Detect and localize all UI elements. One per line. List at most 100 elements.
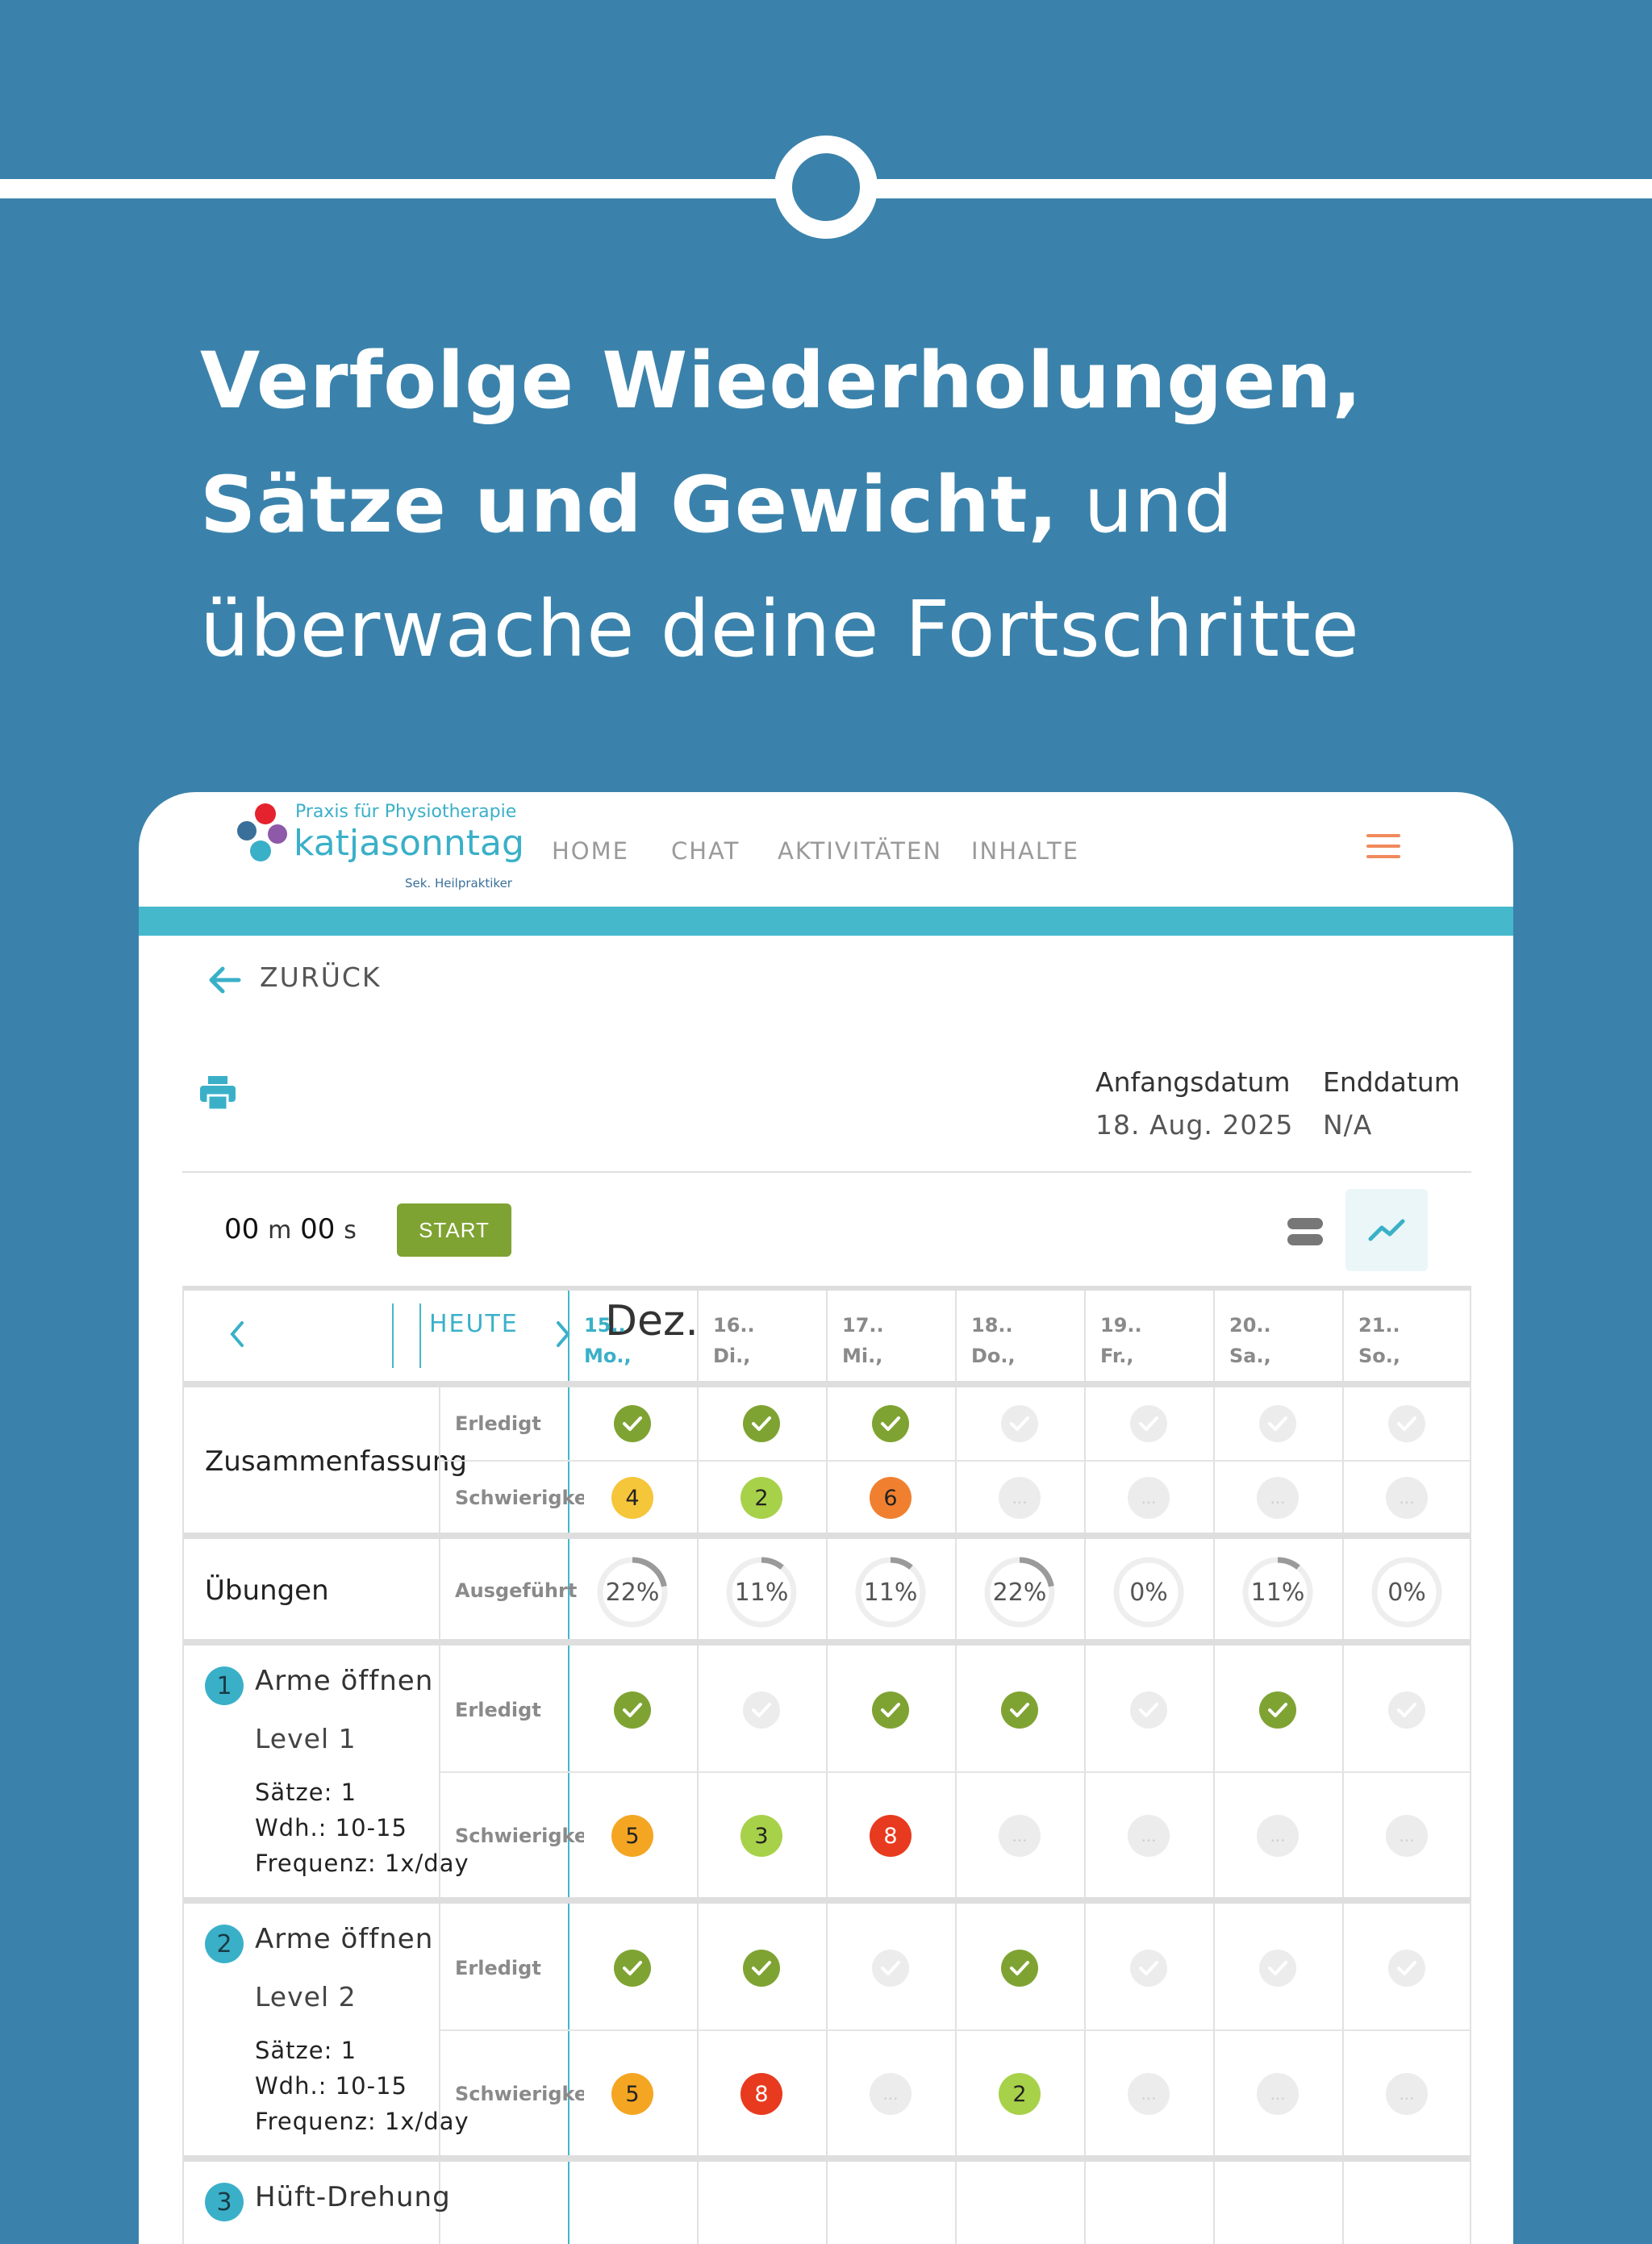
chart-view-button[interactable] <box>1345 1189 1428 1271</box>
difficulty-cell[interactable]: ... <box>1084 1812 1213 1860</box>
difficulty-badge[interactable]: 2 <box>740 1477 782 1519</box>
done-cell[interactable] <box>1084 1399 1213 1448</box>
difficulty-badge[interactable]: 5 <box>611 1815 653 1857</box>
done-cell[interactable] <box>568 1686 697 1734</box>
day-header[interactable]: 18.. Do., <box>971 1314 1016 1367</box>
difficulty-empty[interactable]: ... <box>1386 1815 1428 1857</box>
done-cell[interactable] <box>1342 1686 1471 1734</box>
check-done-icon[interactable] <box>743 1405 780 1442</box>
start-button[interactable]: START <box>397 1203 511 1257</box>
difficulty-cell[interactable]: ... <box>1213 2070 1342 2118</box>
difficulty-empty[interactable]: ... <box>1386 1477 1428 1519</box>
done-cell[interactable] <box>1342 1399 1471 1448</box>
difficulty-badge[interactable]: 5 <box>611 2073 653 2115</box>
nav-activities[interactable]: AKTIVITÄTEN <box>778 837 943 865</box>
check-done-icon[interactable] <box>1001 1950 1038 1987</box>
check-pending-icon[interactable] <box>1388 1405 1425 1442</box>
day-header[interactable]: 19.. Fr., <box>1100 1314 1142 1367</box>
check-pending-icon[interactable] <box>1130 1691 1167 1729</box>
check-pending-icon[interactable] <box>1130 1950 1167 1987</box>
difficulty-empty[interactable]: ... <box>1386 2073 1428 2115</box>
difficulty-cell[interactable]: ... <box>1213 1812 1342 1860</box>
check-done-icon[interactable] <box>614 1691 651 1729</box>
difficulty-badge[interactable]: 3 <box>740 1815 782 1857</box>
done-cell[interactable] <box>697 1686 826 1734</box>
difficulty-badge[interactable]: 6 <box>870 1477 912 1519</box>
check-done-icon[interactable] <box>1001 1691 1038 1729</box>
done-cell[interactable] <box>1084 1944 1213 1992</box>
difficulty-empty[interactable]: ... <box>999 1477 1041 1519</box>
check-done-icon[interactable] <box>614 1405 651 1442</box>
difficulty-cell[interactable]: 3 <box>697 1812 826 1860</box>
check-done-icon[interactable] <box>872 1405 909 1442</box>
done-cell[interactable] <box>568 1944 697 1992</box>
difficulty-cell[interactable]: ... <box>1342 1812 1471 1860</box>
check-pending-icon[interactable] <box>743 1691 780 1729</box>
done-cell[interactable] <box>826 1399 955 1448</box>
difficulty-badge[interactable]: 4 <box>611 1477 653 1519</box>
difficulty-cell[interactable]: 5 <box>568 1812 697 1860</box>
difficulty-badge[interactable]: 2 <box>999 2073 1041 2115</box>
difficulty-cell[interactable]: ... <box>955 1812 1084 1860</box>
arrow-left-icon[interactable] <box>206 960 242 1000</box>
difficulty-empty[interactable]: ... <box>999 1815 1041 1857</box>
print-icon[interactable] <box>198 1076 237 1112</box>
check-pending-icon[interactable] <box>872 1950 909 1987</box>
day-header[interactable]: 17.. Mi., <box>842 1314 884 1367</box>
difficulty-empty[interactable]: ... <box>1257 1477 1299 1519</box>
back-button[interactable]: ZURÜCK <box>260 961 382 993</box>
check-done-icon[interactable] <box>614 1950 651 1987</box>
today-button[interactable]: HEUTE <box>429 1310 519 1338</box>
chevron-right-icon[interactable] <box>553 1320 573 1349</box>
done-cell[interactable] <box>955 1944 1084 1992</box>
done-cell[interactable] <box>826 1686 955 1734</box>
difficulty-cell[interactable]: 6 <box>826 1474 955 1522</box>
difficulty-badge[interactable]: 8 <box>870 1815 912 1857</box>
done-cell[interactable] <box>697 1399 826 1448</box>
brand-name[interactable]: katjasonntag <box>294 823 524 864</box>
done-cell[interactable] <box>697 1944 826 1992</box>
done-cell[interactable] <box>826 1944 955 1992</box>
difficulty-cell[interactable]: 2 <box>697 1474 826 1522</box>
nav-chat[interactable]: CHAT <box>671 837 740 865</box>
done-cell[interactable] <box>1342 1944 1471 1992</box>
exercise-name[interactable]: Arme öffnen <box>255 1665 434 1697</box>
difficulty-cell[interactable]: ... <box>955 1474 1084 1522</box>
day-header[interactable]: 21.. So., <box>1358 1314 1401 1367</box>
difficulty-cell[interactable]: ... <box>1084 1474 1213 1522</box>
nav-content[interactable]: INHALTE <box>971 837 1080 865</box>
difficulty-empty[interactable]: ... <box>1128 1815 1170 1857</box>
check-done-icon[interactable] <box>1259 1691 1296 1729</box>
difficulty-empty[interactable]: ... <box>1257 1815 1299 1857</box>
difficulty-cell[interactable]: ... <box>1213 1474 1342 1522</box>
chevron-left-icon[interactable] <box>227 1320 247 1349</box>
done-cell[interactable] <box>1213 1686 1342 1734</box>
difficulty-cell[interactable]: 5 <box>568 2070 697 2118</box>
check-pending-icon[interactable] <box>1259 1950 1296 1987</box>
done-cell[interactable] <box>955 1686 1084 1734</box>
logo-icon[interactable] <box>226 803 290 868</box>
difficulty-badge[interactable]: 8 <box>740 2073 782 2115</box>
check-done-icon[interactable] <box>872 1691 909 1729</box>
difficulty-empty[interactable]: ... <box>1257 2073 1299 2115</box>
difficulty-cell[interactable]: ... <box>1342 2070 1471 2118</box>
done-cell[interactable] <box>955 1399 1084 1448</box>
check-pending-icon[interactable] <box>1388 1950 1425 1987</box>
hamburger-menu-icon[interactable] <box>1366 834 1400 858</box>
difficulty-cell[interactable]: 8 <box>826 1812 955 1860</box>
day-header[interactable]: 20.. Sa., <box>1229 1314 1271 1367</box>
exercise-name[interactable]: Hüft-Drehung <box>255 2181 451 2213</box>
day-header[interactable]: 16.. Di., <box>713 1314 755 1367</box>
day-header[interactable]: 15.. Mo., <box>584 1314 632 1367</box>
nav-home[interactable]: HOME <box>552 837 629 865</box>
exercise-name[interactable]: Arme öffnen <box>255 1923 434 1955</box>
difficulty-cell[interactable]: ... <box>826 2070 955 2118</box>
difficulty-cell[interactable]: ... <box>1084 2070 1213 2118</box>
difficulty-empty[interactable]: ... <box>1128 2073 1170 2115</box>
difficulty-empty[interactable]: ... <box>870 2073 912 2115</box>
check-pending-icon[interactable] <box>1259 1405 1296 1442</box>
difficulty-empty[interactable]: ... <box>1128 1477 1170 1519</box>
done-cell[interactable] <box>1084 1686 1213 1734</box>
difficulty-cell[interactable]: 4 <box>568 1474 697 1522</box>
check-pending-icon[interactable] <box>1001 1405 1038 1442</box>
